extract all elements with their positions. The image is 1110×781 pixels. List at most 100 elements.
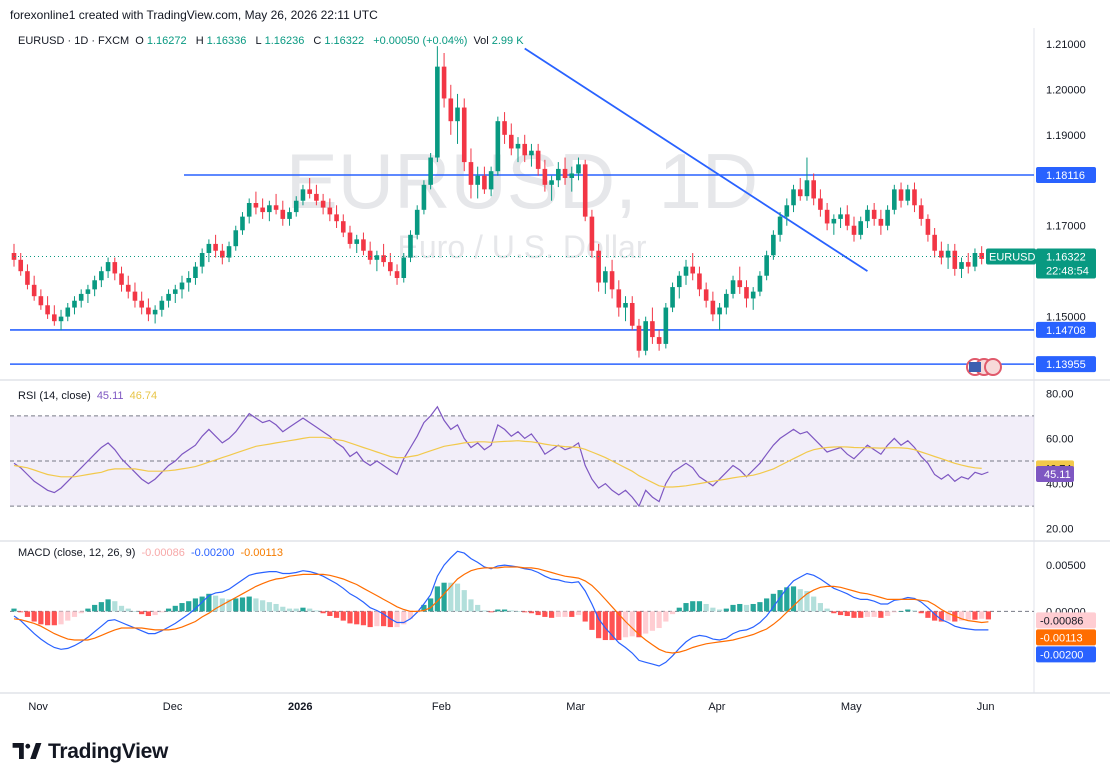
candle[interactable] bbox=[690, 253, 696, 281]
candle[interactable] bbox=[912, 182, 917, 213]
candle[interactable] bbox=[838, 207, 843, 228]
candle[interactable] bbox=[408, 230, 413, 263]
candle[interactable] bbox=[508, 123, 514, 156]
candle[interactable] bbox=[616, 280, 622, 317]
candle[interactable] bbox=[636, 318, 642, 358]
candle[interactable] bbox=[609, 259, 615, 299]
candle[interactable] bbox=[193, 262, 198, 285]
macd-line[interactable] bbox=[13, 550, 989, 667]
candle[interactable] bbox=[226, 241, 232, 263]
candle[interactable] bbox=[515, 137, 521, 163]
candle[interactable] bbox=[213, 234, 218, 258]
candle[interactable] bbox=[441, 53, 447, 108]
candle[interactable] bbox=[414, 205, 420, 240]
candle[interactable] bbox=[724, 289, 729, 315]
candle[interactable] bbox=[979, 246, 984, 265]
candle[interactable] bbox=[401, 253, 407, 283]
price-axis[interactable]: 1.21000 1.20000 1.19000 1.17000 1.15000 1.181… bbox=[1036, 39, 1096, 663]
candle[interactable] bbox=[186, 271, 192, 292]
candle[interactable] bbox=[92, 275, 97, 297]
candle[interactable] bbox=[623, 296, 628, 322]
candle[interactable] bbox=[152, 305, 158, 324]
candle[interactable] bbox=[347, 225, 353, 249]
candle[interactable] bbox=[945, 243, 951, 269]
candle[interactable] bbox=[797, 178, 803, 201]
candle[interactable] bbox=[354, 234, 360, 253]
candle[interactable] bbox=[58, 309, 64, 331]
candle[interactable] bbox=[582, 159, 588, 222]
candle[interactable] bbox=[495, 116, 501, 176]
candle[interactable] bbox=[663, 303, 669, 349]
price-pane[interactable]: EURUSD bbox=[10, 46, 1036, 365]
candle[interactable] bbox=[85, 284, 91, 303]
candle[interactable] bbox=[589, 209, 595, 258]
candle[interactable] bbox=[435, 46, 440, 163]
candle[interactable] bbox=[683, 259, 689, 285]
candle[interactable] bbox=[697, 266, 702, 297]
candle[interactable] bbox=[824, 203, 830, 231]
candle[interactable] bbox=[965, 253, 971, 274]
candle[interactable] bbox=[522, 134, 528, 163]
candle[interactable] bbox=[871, 203, 877, 226]
candle[interactable] bbox=[421, 180, 427, 215]
candle[interactable] bbox=[650, 307, 655, 344]
candle[interactable] bbox=[159, 296, 165, 317]
candle[interactable] bbox=[898, 182, 904, 208]
candle[interactable] bbox=[361, 232, 366, 256]
candle[interactable] bbox=[300, 184, 306, 206]
candle[interactable] bbox=[804, 157, 810, 201]
candle[interactable] bbox=[78, 289, 84, 308]
candle[interactable] bbox=[132, 282, 138, 308]
candle[interactable] bbox=[656, 330, 662, 351]
candle[interactable] bbox=[25, 264, 30, 290]
candle[interactable] bbox=[717, 303, 722, 331]
candle[interactable] bbox=[246, 198, 252, 224]
candle[interactable] bbox=[562, 157, 568, 185]
candle[interactable] bbox=[643, 316, 648, 356]
candle[interactable] bbox=[38, 289, 44, 310]
candle[interactable] bbox=[461, 98, 467, 172]
candle[interactable] bbox=[119, 266, 124, 292]
candle[interactable] bbox=[293, 196, 299, 217]
candle[interactable] bbox=[764, 250, 769, 281]
candle[interactable] bbox=[280, 200, 286, 226]
candle[interactable] bbox=[240, 212, 245, 235]
time-axis[interactable]: Nov Dec 2026 Feb Mar Apr May Jun bbox=[28, 701, 994, 713]
candle[interactable] bbox=[542, 159, 548, 192]
candle[interactable] bbox=[918, 198, 924, 226]
candle[interactable] bbox=[744, 280, 749, 308]
candle[interactable] bbox=[502, 112, 507, 144]
candle[interactable] bbox=[112, 257, 118, 281]
candle[interactable] bbox=[45, 296, 50, 319]
rsi-ma-line[interactable] bbox=[13, 436, 982, 488]
candle[interactable] bbox=[818, 189, 823, 217]
candle[interactable] bbox=[670, 282, 675, 313]
candle[interactable] bbox=[831, 214, 837, 235]
candle[interactable] bbox=[320, 193, 326, 215]
macd-pane[interactable] bbox=[10, 550, 1034, 667]
candle[interactable] bbox=[125, 275, 131, 299]
candle[interactable] bbox=[455, 93, 460, 144]
candle[interactable] bbox=[287, 207, 292, 226]
candle[interactable] bbox=[340, 214, 346, 238]
candle[interactable] bbox=[811, 173, 816, 206]
candle[interactable] bbox=[777, 212, 783, 242]
candle[interactable] bbox=[428, 153, 433, 190]
macd-signal-line[interactable] bbox=[13, 566, 989, 654]
candle[interactable] bbox=[220, 243, 225, 265]
candle[interactable] bbox=[381, 243, 386, 267]
tradingview-brand[interactable]: TradingView bbox=[12, 740, 168, 764]
candle[interactable] bbox=[273, 193, 279, 215]
candle[interactable] bbox=[603, 266, 608, 294]
candle[interactable] bbox=[199, 248, 205, 274]
candle[interactable] bbox=[172, 284, 178, 303]
candle[interactable] bbox=[267, 200, 272, 222]
candle[interactable] bbox=[878, 209, 884, 235]
candle[interactable] bbox=[925, 214, 931, 242]
candle[interactable] bbox=[959, 257, 964, 278]
candle[interactable] bbox=[52, 305, 57, 326]
candle[interactable] bbox=[784, 198, 790, 226]
candle[interactable] bbox=[710, 291, 716, 322]
candle[interactable] bbox=[535, 143, 541, 176]
